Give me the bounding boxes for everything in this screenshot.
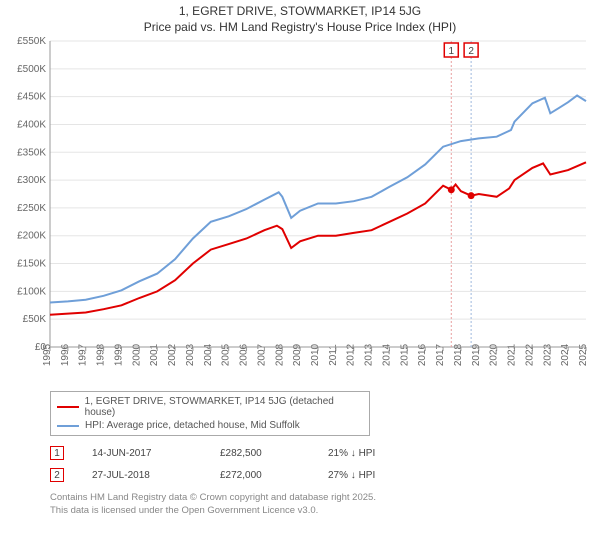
transaction-date: 14-JUN-2017 — [92, 448, 192, 459]
svg-text:£50K: £50K — [23, 314, 47, 325]
svg-text:£100K: £100K — [17, 287, 46, 298]
transaction-date: 27-JUL-2018 — [92, 470, 192, 481]
svg-text:£350K: £350K — [17, 147, 46, 158]
svg-text:£150K: £150K — [17, 259, 46, 270]
svg-text:1: 1 — [449, 46, 455, 57]
chart-title-2: Price paid vs. HM Land Registry's House … — [8, 20, 592, 36]
transaction-price: £282,500 — [220, 448, 300, 459]
transaction-marker: 2 — [50, 468, 64, 482]
legend-row: HPI: Average price, detached house, Mid … — [57, 419, 363, 432]
svg-text:£300K: £300K — [17, 175, 46, 186]
legend-swatch — [57, 406, 79, 408]
svg-text:£250K: £250K — [17, 203, 46, 214]
transaction-marker: 1 — [50, 446, 64, 460]
svg-text:£450K: £450K — [17, 92, 46, 103]
transaction-delta: 27% ↓ HPI — [328, 470, 418, 481]
transaction-delta: 21% ↓ HPI — [328, 448, 418, 459]
legend-row: 1, EGRET DRIVE, STOWMARKET, IP14 5JG (de… — [57, 395, 363, 419]
svg-text:£400K: £400K — [17, 120, 46, 131]
chart-area: £0£50K£100K£150K£200K£250K£300K£350K£400… — [8, 37, 592, 387]
chart-title-1: 1, EGRET DRIVE, STOWMARKET, IP14 5JG — [8, 4, 592, 20]
legend-label: HPI: Average price, detached house, Mid … — [85, 420, 300, 431]
transaction-row: 1 14-JUN-2017 £282,500 21% ↓ HPI — [50, 442, 592, 464]
legend-swatch — [57, 425, 79, 427]
footer-line-2: This data is licensed under the Open Gov… — [50, 505, 592, 517]
transaction-row: 2 27-JUL-2018 £272,000 27% ↓ HPI — [50, 464, 592, 486]
svg-text:£550K: £550K — [17, 37, 46, 47]
footer-line-1: Contains HM Land Registry data © Crown c… — [50, 492, 592, 504]
legend: 1, EGRET DRIVE, STOWMARKET, IP14 5JG (de… — [50, 391, 370, 436]
svg-text:£200K: £200K — [17, 231, 46, 242]
legend-label: 1, EGRET DRIVE, STOWMARKET, IP14 5JG (de… — [85, 396, 363, 418]
transaction-table: 1 14-JUN-2017 £282,500 21% ↓ HPI 2 27-JUL-201… — [50, 442, 592, 486]
svg-text:2: 2 — [468, 46, 474, 57]
svg-text:£500K: £500K — [17, 64, 46, 75]
transaction-price: £272,000 — [220, 470, 300, 481]
